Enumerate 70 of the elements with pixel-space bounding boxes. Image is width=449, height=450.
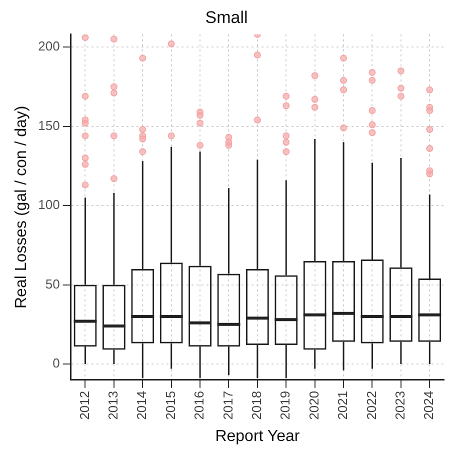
y-tick-label: 100	[38, 197, 60, 212]
x-tick-label: 2021	[335, 390, 350, 420]
point	[196, 142, 204, 149]
point	[368, 106, 376, 114]
x-tick-label: 2016	[192, 390, 207, 420]
x-tick-label: 2024	[421, 390, 436, 420]
point	[282, 138, 290, 146]
x-tick-label: 2018	[249, 390, 264, 420]
x-tick-label: 2020	[306, 390, 322, 420]
point	[168, 40, 175, 48]
x-tick-label: 2022	[364, 390, 379, 420]
point	[426, 86, 434, 94]
y-tick-label: 0	[52, 356, 60, 371]
point	[82, 132, 89, 140]
point	[426, 126, 434, 133]
point	[139, 126, 146, 133]
point	[282, 102, 290, 110]
point	[282, 132, 290, 140]
point	[311, 104, 318, 111]
point	[110, 175, 118, 182]
point	[368, 129, 376, 136]
point	[340, 54, 348, 62]
point	[82, 116, 89, 124]
point	[340, 124, 348, 132]
x-tick-label: 2017	[220, 390, 236, 420]
point	[196, 108, 204, 116]
point	[368, 121, 376, 128]
point	[368, 68, 376, 76]
point	[82, 181, 89, 188]
x-tick-label: 2015	[162, 390, 178, 420]
point	[139, 132, 146, 140]
point	[311, 96, 318, 103]
point	[168, 132, 175, 140]
x-tick-label: 2012	[76, 390, 92, 420]
x-tick-label: 2013	[106, 390, 121, 420]
chart-title: Small	[205, 8, 248, 27]
y-axis-title: Real Losses (gal / con / day)	[13, 106, 30, 309]
point	[397, 67, 404, 74]
point	[340, 86, 348, 94]
point	[82, 92, 89, 100]
point	[426, 104, 434, 111]
point	[254, 116, 261, 124]
point	[82, 34, 89, 42]
point	[397, 92, 404, 100]
point	[82, 160, 89, 168]
point	[368, 76, 376, 84]
point	[139, 148, 146, 156]
point	[196, 120, 204, 127]
x-axis-title: Report Year	[215, 428, 300, 445]
point	[110, 132, 118, 140]
x-tick-label: 2023	[392, 390, 408, 420]
y-tick-label: 150	[38, 118, 60, 133]
point	[282, 148, 290, 156]
point	[225, 134, 232, 141]
point	[110, 90, 118, 97]
point	[254, 52, 261, 58]
point	[139, 54, 146, 62]
y-tick-label: 200	[38, 38, 60, 54]
point	[282, 92, 290, 100]
point	[397, 84, 404, 92]
x-tick-label: 2019	[278, 390, 293, 420]
point	[340, 76, 348, 84]
point	[311, 72, 318, 80]
point	[110, 36, 118, 43]
x-tick-label: 2014	[134, 390, 150, 420]
point	[426, 145, 434, 152]
point	[426, 167, 434, 174]
point	[110, 83, 118, 90]
y-tick-label: 50	[45, 276, 60, 292]
point	[82, 154, 89, 162]
